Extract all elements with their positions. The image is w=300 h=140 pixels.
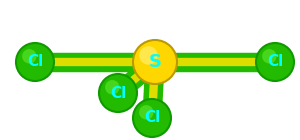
Circle shape [105,80,119,95]
Text: Cl: Cl [27,54,43,69]
Circle shape [16,43,54,81]
Circle shape [139,105,154,120]
Circle shape [99,74,137,112]
Circle shape [139,46,158,65]
Circle shape [262,49,277,64]
Circle shape [256,43,294,81]
Text: S: S [148,53,161,71]
Circle shape [133,40,177,84]
Circle shape [22,49,37,64]
Text: Cl: Cl [144,110,160,125]
Text: Cl: Cl [267,54,283,69]
Text: Cl: Cl [110,86,126,101]
Circle shape [133,99,171,137]
